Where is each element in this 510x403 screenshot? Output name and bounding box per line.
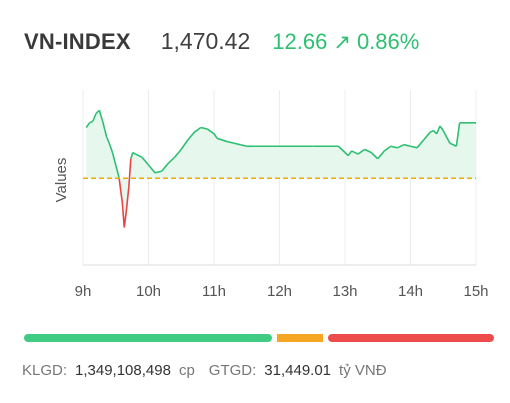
price-segment bbox=[370, 151, 379, 160]
price-segment bbox=[135, 153, 143, 158]
price-segment bbox=[147, 164, 156, 174]
price-segment bbox=[92, 113, 97, 122]
price-segment bbox=[416, 139, 425, 149]
price-segment bbox=[167, 156, 176, 165]
y-axis-label: Values bbox=[53, 158, 70, 203]
price-segment bbox=[174, 148, 182, 158]
index-change: 12.66 ↗ 0.86% bbox=[272, 29, 419, 55]
arrow-up-right-icon: ↗ bbox=[333, 31, 351, 54]
price-segment bbox=[397, 143, 405, 149]
price-segment bbox=[85, 122, 91, 128]
price-segment bbox=[200, 126, 208, 130]
price-segment bbox=[141, 156, 150, 166]
price-segment bbox=[377, 150, 385, 160]
index-value: 1,470.42 bbox=[160, 28, 251, 54]
x-tick-label: 10h bbox=[136, 283, 161, 300]
gtgd-value: 31,449.01 bbox=[264, 362, 332, 379]
price-segment bbox=[364, 148, 372, 154]
change-points: 12.66 bbox=[272, 29, 328, 54]
price-segment bbox=[410, 145, 418, 149]
price-segment bbox=[226, 140, 234, 144]
price-segment bbox=[108, 142, 114, 153]
price-segment bbox=[132, 151, 136, 155]
x-tick-label: 11h bbox=[202, 283, 226, 300]
price-segment bbox=[125, 186, 130, 212]
price-segment bbox=[160, 162, 169, 172]
price-segment bbox=[123, 211, 128, 228]
price-segment bbox=[130, 152, 134, 159]
price-segment bbox=[403, 143, 411, 148]
breadth-up-bar bbox=[24, 334, 273, 342]
price-segment bbox=[455, 122, 461, 147]
price-segment bbox=[429, 129, 434, 133]
x-tick-label: 15h bbox=[463, 283, 488, 300]
price-segment bbox=[111, 152, 117, 166]
breadth-down-bar bbox=[328, 334, 494, 342]
chart-area-fill bbox=[86, 110, 477, 228]
price-segment bbox=[128, 158, 132, 187]
price-segment bbox=[347, 150, 353, 157]
price-segment bbox=[240, 143, 247, 148]
price-segment bbox=[89, 120, 94, 124]
chart-price-lines bbox=[85, 109, 476, 228]
klgd-label: KLGD: bbox=[22, 362, 68, 379]
price-segment bbox=[449, 142, 457, 147]
klgd-unit: cp bbox=[178, 362, 195, 379]
x-tick-label: 9h bbox=[75, 283, 92, 300]
breadth-flat-bar bbox=[277, 334, 324, 342]
price-segment bbox=[180, 139, 189, 150]
trading-summary: KLGD: 1,349,108,498 cp GTGD: 31,449.01 t… bbox=[22, 362, 387, 379]
klgd-value: 1,349,108,498 bbox=[75, 362, 171, 379]
price-segment bbox=[217, 137, 228, 143]
price-segment bbox=[154, 170, 162, 174]
intraday-chart: 9h 10h 11h 12h 13h 14h 15h Values bbox=[53, 90, 489, 300]
price-segment bbox=[193, 126, 202, 133]
price-segment bbox=[435, 125, 441, 135]
price-segment bbox=[390, 145, 398, 149]
price-segment bbox=[105, 136, 110, 144]
price-segment bbox=[114, 164, 120, 178]
price-segment bbox=[383, 145, 392, 152]
price-segment bbox=[439, 125, 444, 132]
index-name: VN-INDEX bbox=[24, 29, 131, 54]
price-segment bbox=[206, 128, 215, 135]
gtgd-unit: tỷ VNĐ bbox=[339, 362, 387, 379]
gtgd-label: GTGD: bbox=[208, 362, 257, 379]
price-segment bbox=[118, 177, 124, 203]
price-segment bbox=[233, 142, 241, 146]
price-segment bbox=[357, 148, 366, 155]
index-header: VN-INDEX 1,470.42 12.66 ↗ 0.86% bbox=[24, 28, 419, 60]
price-segment bbox=[442, 130, 451, 144]
price-segment bbox=[101, 121, 106, 130]
price-segment bbox=[351, 150, 359, 155]
price-segment bbox=[103, 128, 108, 138]
x-tick-label: 12h bbox=[267, 283, 292, 300]
x-axis-ticks: 9h 10h 11h 12h 13h 14h 15h bbox=[75, 283, 489, 300]
price-segment bbox=[422, 131, 431, 141]
price-segment bbox=[337, 145, 346, 154]
price-segment bbox=[99, 114, 104, 122]
x-tick-label: 14h bbox=[398, 283, 423, 300]
price-segment bbox=[121, 202, 126, 228]
price-segment bbox=[98, 110, 102, 116]
price-segment bbox=[213, 133, 218, 139]
change-percent: 0.86% bbox=[356, 29, 420, 54]
price-segment bbox=[187, 131, 195, 141]
x-tick-label: 13h bbox=[332, 283, 357, 300]
